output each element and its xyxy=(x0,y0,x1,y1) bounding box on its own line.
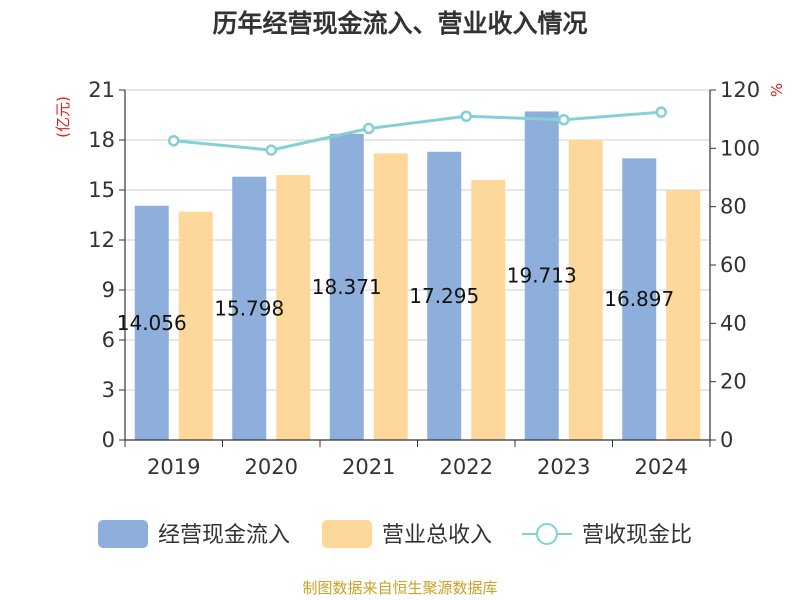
y-left-tick-label: 3 xyxy=(102,378,115,402)
bar-cash-inflow xyxy=(427,151,462,440)
legend-label: 营收现金比 xyxy=(582,523,692,548)
bar-data-label: 17.295 xyxy=(409,284,479,308)
line-point xyxy=(168,135,180,147)
y-left-tick-label: 12 xyxy=(88,228,115,252)
line-point xyxy=(558,114,570,126)
bar-revenue xyxy=(568,140,603,440)
x-tick-label: 2021 xyxy=(342,455,395,479)
grid xyxy=(125,89,710,441)
x-tick-label: 2024 xyxy=(635,455,688,479)
y-left-tick-label: 9 xyxy=(102,278,115,302)
legend: 经营现金流入 营业总收入 营收现金比 xyxy=(98,520,692,548)
y-left-tick-label: 6 xyxy=(102,328,115,352)
line-point xyxy=(460,110,472,122)
line-series xyxy=(168,106,667,156)
bar-revenue xyxy=(178,211,213,440)
y-right-tick-label: 120 xyxy=(720,78,760,102)
y-right-tick-label: 100 xyxy=(720,136,760,160)
legend-swatch xyxy=(98,520,148,548)
x-tick-label: 2022 xyxy=(440,455,493,479)
data-labels: 14.056 15.798 18.371 17.295 19.713 16.897 xyxy=(117,264,674,335)
bar-cash-inflow xyxy=(134,205,169,440)
x-tick-label: 2019 xyxy=(147,455,200,479)
bar-revenue xyxy=(666,190,701,440)
line-point xyxy=(363,122,375,135)
y-left-tick-label: 15 xyxy=(88,178,115,202)
y-right-unit: % xyxy=(768,83,786,97)
y-right-tick-label: 20 xyxy=(720,370,747,394)
y-right-tick-label: 0 xyxy=(720,428,733,452)
line-point xyxy=(265,144,277,156)
bar-revenue xyxy=(471,180,506,440)
y-left-tick-label: 18 xyxy=(88,128,115,152)
bar-data-label: 19.713 xyxy=(507,264,577,288)
legend-label: 经营现金流入 xyxy=(158,523,290,548)
bar-data-label: 16.897 xyxy=(604,287,674,311)
line-path xyxy=(173,110,662,152)
y-left-tick-label: 21 xyxy=(88,78,115,102)
bar-data-label: 14.056 xyxy=(117,311,187,335)
bar-cash-inflow xyxy=(524,111,559,440)
bar-cash-inflow xyxy=(622,158,657,440)
y-left-unit: (亿元) xyxy=(54,96,72,138)
y-right-tick-label: 60 xyxy=(720,253,747,277)
axes: 0 3 6 9 12 15 18 21 0 20 40 60 80 100 120 2019 2020 2021 2… xyxy=(88,78,760,479)
x-tick-label: 2023 xyxy=(537,455,590,479)
bar-cash-inflow xyxy=(329,133,364,441)
y-right-tick-label: 40 xyxy=(720,311,747,335)
x-tick-label: 2020 xyxy=(245,455,298,479)
line-point xyxy=(655,106,667,118)
bar-data-label: 15.798 xyxy=(214,296,284,320)
chart-title: 历年经营现金流入、营业收入情况 xyxy=(212,9,587,38)
source-note: 制图数据来自恒生聚源数据库 xyxy=(302,579,497,597)
bar-revenue xyxy=(373,153,408,441)
legend-label: 营业总收入 xyxy=(382,523,492,548)
bar-cash-inflow xyxy=(232,176,267,440)
y-left-tick-label: 0 xyxy=(102,428,115,452)
y-right-tick-label: 80 xyxy=(720,195,747,219)
bars xyxy=(134,111,701,441)
legend-marker xyxy=(536,523,558,545)
bar-revenue xyxy=(276,175,311,440)
bar-data-label: 18.371 xyxy=(312,275,382,299)
legend-swatch xyxy=(322,520,372,548)
